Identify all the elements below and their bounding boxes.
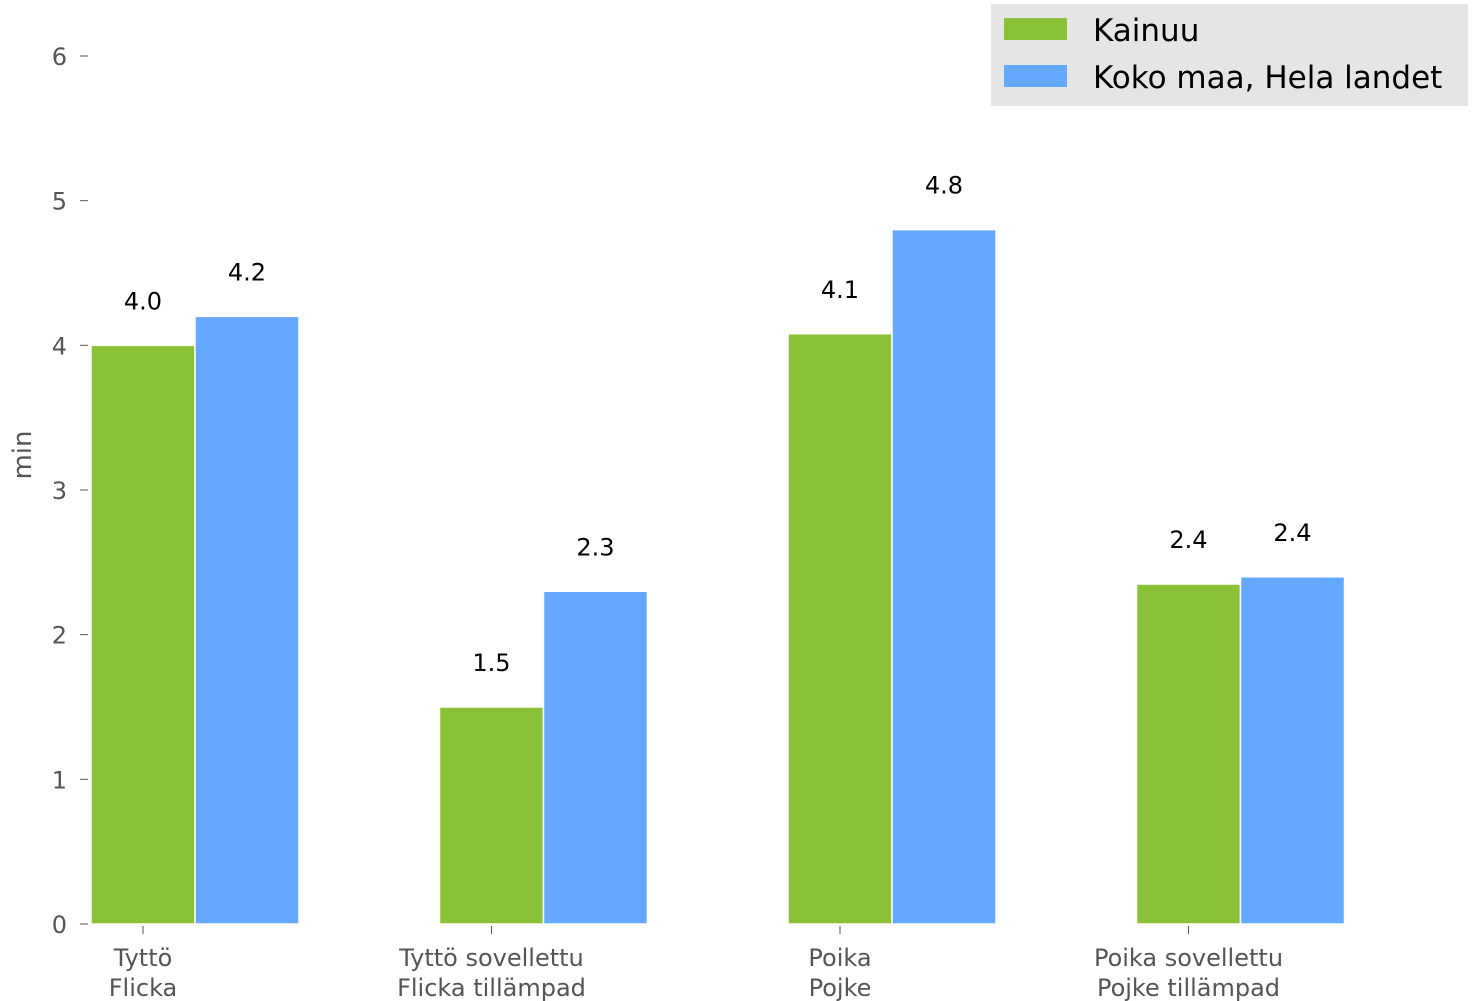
y-axis-label: min (8, 430, 38, 479)
value-label-1-0: 4.2 (228, 258, 266, 286)
y-tick-label-1: 1 (52, 766, 67, 794)
x-tick-label-1-0: Tyttö sovellettu (398, 944, 584, 972)
legend-swatch-koko-maa (1004, 65, 1067, 87)
y-tick-label-5: 5 (52, 188, 67, 216)
legend-swatch-kainuu (1004, 18, 1067, 40)
bar-1-0 (194, 315, 300, 925)
bar-0-0 (90, 344, 196, 925)
x-tick-label-0-0: Tyttö (113, 944, 173, 972)
x-tick-label-0-1: Flicka (109, 974, 178, 1001)
bar-1-1 (542, 590, 649, 925)
bar-0-1 (438, 706, 545, 925)
bar-0-3 (1135, 583, 1242, 925)
value-label-1-3: 2.4 (1273, 519, 1311, 547)
x-tick-label-1-1: Flicka tillämpad (397, 974, 586, 1001)
y-tick-label-0: 0 (52, 911, 67, 939)
y-tick-label-4: 4 (52, 332, 67, 360)
y-tick-label-2: 2 (52, 622, 67, 650)
value-label-0-0: 4.0 (124, 287, 162, 315)
value-label-0-3: 2.4 (1169, 526, 1207, 554)
value-label-1-1: 2.3 (576, 533, 614, 561)
legend: Kainuu Koko maa, Hela landet (991, 4, 1468, 106)
value-label-0-2: 4.1 (821, 276, 859, 304)
x-tick-label-2-1: Pojke (809, 974, 872, 1001)
bars (90, 228, 1346, 925)
legend-background (991, 4, 1468, 106)
x-tick-label-2-0: Poika (808, 944, 871, 972)
y-tick-label-3: 3 (52, 477, 67, 505)
bar-1-2 (891, 228, 997, 925)
value-labels: 4.0 1.5 4.1 2.4 4.2 2.3 4.8 2.4 (124, 172, 1312, 677)
value-label-0-1: 1.5 (472, 649, 510, 677)
x-tick-label-3-1: Pojke tillämpad (1097, 974, 1280, 1001)
legend-label-koko-maa: Koko maa, Hela landet (1093, 60, 1442, 96)
x-tick-label-3-0: Poika sovellettu (1094, 944, 1283, 972)
y-tick-label-6: 6 (52, 43, 67, 71)
value-label-1-2: 4.8 (925, 172, 963, 200)
legend-label-kainuu: Kainuu (1093, 13, 1199, 49)
bar-0-2 (787, 333, 893, 925)
bar-1-3 (1239, 576, 1346, 925)
y-axis: 0 1 2 3 4 5 6 (52, 43, 88, 939)
